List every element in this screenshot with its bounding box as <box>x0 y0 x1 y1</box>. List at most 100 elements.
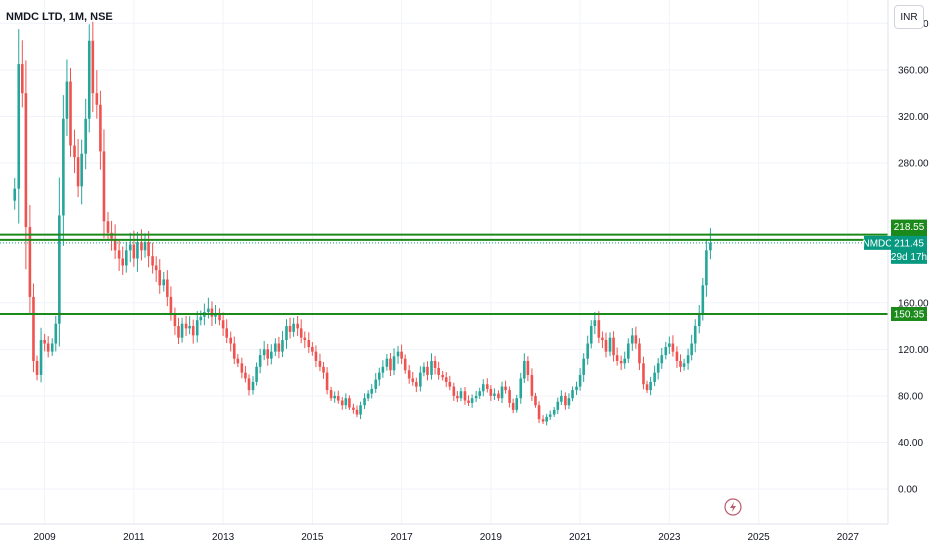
candle-body <box>113 238 117 251</box>
candle-body <box>403 358 407 371</box>
candle-body <box>370 388 374 394</box>
candle-body <box>504 386 507 391</box>
candle-body <box>232 343 236 359</box>
candle-body <box>589 326 593 344</box>
x-tick-label: 2021 <box>569 532 592 543</box>
candle-body <box>281 340 284 352</box>
candle-body <box>106 221 110 233</box>
candle-body <box>43 340 46 344</box>
candle-body <box>229 337 233 344</box>
candle-body <box>489 388 493 396</box>
y-tick-label: 280.00 <box>898 159 929 170</box>
candle-body <box>340 400 344 406</box>
candle-body <box>697 314 701 327</box>
candle-body <box>493 393 496 396</box>
candle-body <box>322 366 325 373</box>
x-tick-label: 2013 <box>212 532 235 543</box>
candle-body <box>65 81 69 119</box>
candle-body <box>392 356 396 371</box>
candle-body <box>169 296 173 315</box>
candle-body <box>366 393 370 399</box>
candle-body <box>675 351 679 361</box>
x-tick-label: 2019 <box>480 532 503 543</box>
candle-body <box>102 151 106 222</box>
candle-body <box>705 250 708 286</box>
candle-body <box>69 81 72 146</box>
y-tick-label: 80.00 <box>898 391 923 402</box>
candle-body <box>17 64 21 189</box>
candle-body <box>623 358 627 364</box>
lightning-icon[interactable] <box>724 498 742 516</box>
candle-body <box>352 407 355 410</box>
candle-body <box>95 93 99 105</box>
candle-body <box>21 64 24 94</box>
candle-body <box>701 285 705 315</box>
x-tick-label: 2023 <box>658 532 681 543</box>
candle-body <box>58 215 61 324</box>
candle-body <box>567 398 571 406</box>
candle-body <box>247 378 251 391</box>
candle-body <box>459 391 463 399</box>
candle-body <box>336 395 340 401</box>
candle-body <box>303 337 307 341</box>
candle-body <box>500 386 504 399</box>
candle-body <box>207 308 210 313</box>
candle-body <box>575 386 578 391</box>
candle-body <box>690 343 693 356</box>
x-tick-label: 2027 <box>837 532 860 543</box>
candle-body <box>433 360 437 368</box>
candle-body <box>601 337 604 341</box>
x-tick-label: 2025 <box>747 532 770 543</box>
candle-body <box>534 395 537 406</box>
y-tick-label: 160.00 <box>898 298 929 309</box>
candle-body <box>307 340 311 348</box>
candle-body <box>407 370 411 379</box>
candle-body <box>39 340 43 375</box>
candle-body <box>530 374 534 396</box>
candle-body <box>485 384 489 389</box>
ticker-tag <box>864 235 891 250</box>
currency-selector[interactable]: INR <box>894 5 924 29</box>
candle-body <box>128 244 132 251</box>
chart-title: NMDC LTD, 1M, NSE <box>6 11 113 23</box>
candle-body <box>162 279 166 286</box>
level-price-label <box>891 219 927 234</box>
y-tick-label: 360.00 <box>898 65 929 76</box>
candle-body <box>552 409 556 415</box>
candle-body <box>210 308 214 317</box>
horizontal-levels[interactable] <box>0 233 888 315</box>
grid <box>0 0 888 524</box>
candle-body <box>452 386 456 396</box>
candle-body <box>426 366 429 375</box>
candle-body <box>91 40 95 94</box>
candle-body <box>54 323 58 344</box>
level-price-text: 218.55 <box>894 222 925 233</box>
candle-body <box>634 335 638 344</box>
candle-body <box>292 323 295 332</box>
candle-body <box>430 360 433 375</box>
candle-body <box>419 372 422 387</box>
candle-body <box>474 395 478 399</box>
candle-body <box>508 390 511 403</box>
candle-body <box>645 384 649 391</box>
candle-body <box>195 320 199 336</box>
candle-body <box>266 349 270 359</box>
y-tick-label: 0.00 <box>898 485 918 496</box>
candle-body <box>396 351 400 357</box>
candle-body <box>221 320 225 329</box>
candle-body <box>240 363 244 373</box>
candle-body <box>124 250 128 266</box>
candle-body <box>560 395 563 402</box>
level-price-label <box>891 306 927 321</box>
candle-body <box>214 314 217 317</box>
candle-body <box>285 326 288 341</box>
candle-body <box>251 381 255 391</box>
candle-body <box>28 227 32 297</box>
candle-body <box>586 343 589 359</box>
candle-body <box>374 379 378 389</box>
candle-body <box>511 402 515 410</box>
candle-body <box>87 40 91 119</box>
candle-body <box>359 405 362 415</box>
